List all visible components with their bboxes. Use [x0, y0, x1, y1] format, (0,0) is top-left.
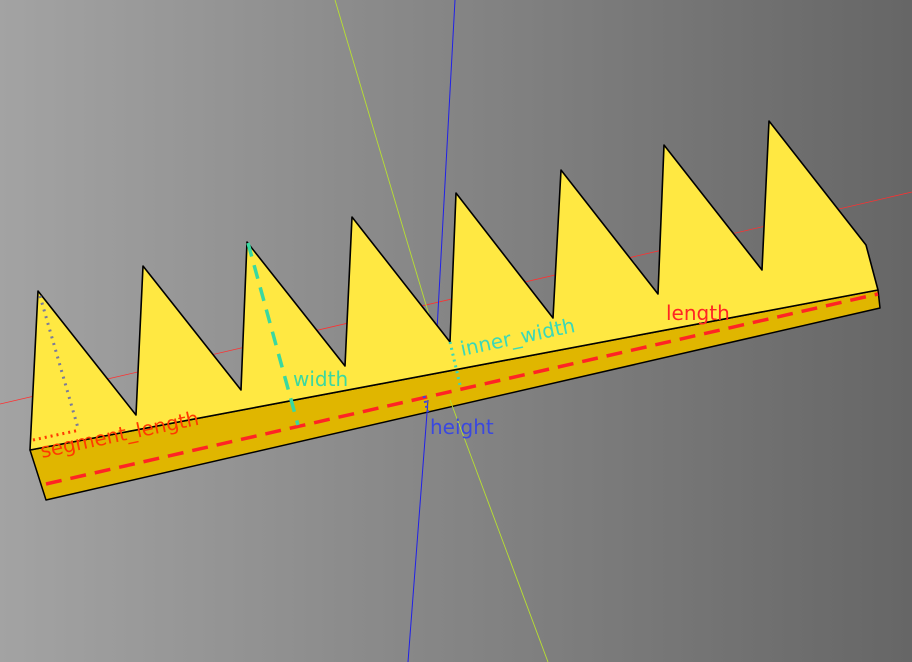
height-label: height	[430, 415, 494, 439]
segment-length-dimension-line	[32, 428, 81, 442]
inner-width-dimension-line	[448, 341, 462, 386]
z-axis-line	[436, 0, 456, 331]
sawtooth-front-face	[29, 120, 879, 451]
y-axis-line-front	[449, 399, 549, 662]
z-axis-line-front	[407, 399, 429, 662]
length-dimension-line	[45, 292, 879, 486]
length-label: length	[666, 301, 730, 325]
y-axis-line	[334, 0, 436, 336]
segment-helper-line	[38, 295, 80, 429]
width-label: width	[293, 367, 348, 391]
width-dimension-line	[246, 242, 300, 426]
